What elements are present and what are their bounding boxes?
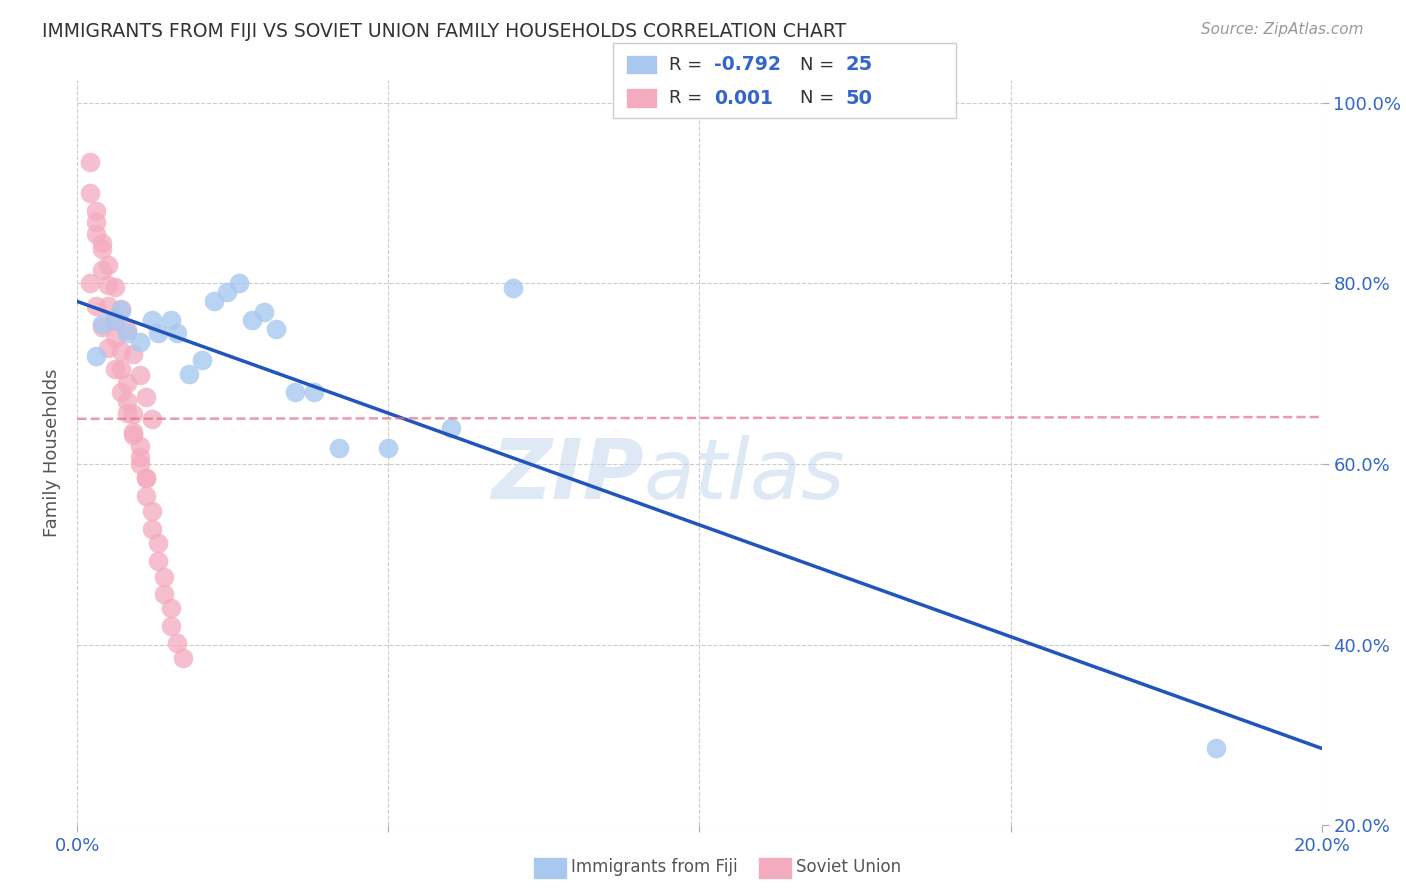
Point — [91, 263, 114, 277]
Point — [104, 362, 127, 376]
Point — [191, 353, 214, 368]
Point — [228, 277, 250, 291]
Text: N =: N = — [800, 55, 839, 73]
Point — [115, 393, 138, 408]
Point — [115, 406, 138, 420]
Point — [84, 299, 107, 313]
Text: R =: R = — [669, 89, 709, 107]
Point — [502, 281, 524, 295]
Point — [179, 367, 201, 381]
Point — [328, 441, 350, 455]
Point — [97, 258, 120, 272]
Point — [159, 312, 181, 326]
Point — [84, 204, 107, 219]
Point — [122, 425, 145, 440]
Point — [122, 347, 145, 361]
Text: N =: N = — [800, 89, 839, 107]
Text: Source: ZipAtlas.com: Source: ZipAtlas.com — [1201, 22, 1364, 37]
Point — [215, 285, 238, 300]
Point — [135, 390, 157, 404]
Point — [122, 428, 145, 442]
Point — [128, 450, 150, 464]
Point — [97, 278, 120, 293]
Point — [141, 312, 163, 326]
Point — [153, 587, 176, 601]
Point — [104, 280, 127, 294]
Text: IMMIGRANTS FROM FIJI VS SOVIET UNION FAMILY HOUSEHOLDS CORRELATION CHART: IMMIGRANTS FROM FIJI VS SOVIET UNION FAM… — [42, 22, 846, 41]
Point — [153, 570, 176, 584]
Point — [253, 305, 276, 319]
Point — [79, 277, 101, 291]
Text: atlas: atlas — [644, 434, 845, 516]
Point — [110, 303, 132, 318]
Point — [79, 154, 101, 169]
Point — [148, 536, 170, 550]
Point — [128, 439, 150, 453]
Point — [128, 457, 150, 471]
Point — [148, 554, 170, 568]
Point — [91, 242, 114, 256]
Point — [135, 489, 157, 503]
Point — [104, 312, 127, 326]
Text: -0.792: -0.792 — [714, 55, 782, 74]
Point — [115, 326, 138, 340]
Point — [172, 651, 194, 665]
Point — [141, 504, 163, 518]
Point — [266, 321, 288, 335]
Point — [141, 522, 163, 536]
Point — [91, 319, 114, 334]
Point — [115, 323, 138, 337]
Point — [284, 384, 307, 399]
Point — [128, 368, 150, 383]
Text: 0.001: 0.001 — [714, 88, 773, 108]
Point — [104, 330, 127, 344]
Point — [79, 186, 101, 201]
Point — [440, 421, 463, 435]
Point — [128, 335, 150, 350]
Point — [104, 314, 127, 328]
Point — [110, 362, 132, 376]
Text: 25: 25 — [845, 55, 872, 74]
Point — [159, 619, 181, 633]
Point — [135, 470, 157, 484]
Point — [240, 312, 263, 326]
Point — [166, 636, 188, 650]
Point — [97, 342, 120, 356]
Point — [91, 317, 114, 331]
Text: Immigrants from Fiji: Immigrants from Fiji — [571, 858, 738, 876]
Point — [91, 235, 114, 250]
Point — [135, 470, 157, 484]
Point — [110, 384, 132, 399]
Point — [159, 601, 181, 615]
Point — [84, 215, 107, 229]
Point — [84, 227, 107, 241]
Text: Soviet Union: Soviet Union — [796, 858, 901, 876]
Point — [202, 294, 225, 309]
Point — [1205, 741, 1227, 756]
Point — [166, 326, 188, 340]
Y-axis label: Family Households: Family Households — [44, 368, 62, 537]
Point — [148, 326, 170, 340]
Point — [115, 376, 138, 390]
Point — [302, 384, 325, 399]
Text: ZIP: ZIP — [491, 434, 644, 516]
Text: R =: R = — [669, 55, 709, 73]
Point — [110, 301, 132, 316]
Point — [377, 441, 399, 455]
Point — [110, 344, 132, 359]
Point — [97, 299, 120, 313]
Point — [122, 407, 145, 421]
Point — [84, 349, 107, 363]
Point — [141, 412, 163, 426]
Text: 50: 50 — [845, 88, 872, 108]
